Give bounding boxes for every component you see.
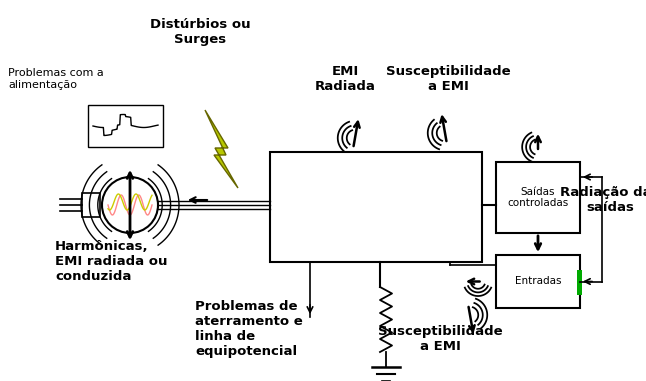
Bar [496, 255, 580, 308]
Text: Susceptibilidade
a EMI: Susceptibilidade a EMI [378, 325, 503, 353]
Bar [82, 193, 100, 217]
Text: EMI
Radiada: EMI Radiada [315, 65, 375, 93]
Text: Distúrbios ou
Surges: Distúrbios ou Surges [150, 18, 250, 46]
Bar [270, 152, 482, 262]
Text: Saídas
controladas: Saídas controladas [507, 187, 568, 208]
Text: Radiação das
saídas: Radiação das saídas [560, 186, 646, 214]
Text: Harmônicas,
EMI radiada ou
conduzida: Harmônicas, EMI radiada ou conduzida [55, 240, 167, 283]
Text: Susceptibilidade
a EMI: Susceptibilidade a EMI [386, 65, 510, 93]
Bar [496, 162, 580, 233]
Text: Problemas de
aterramento e
linha de
equipotencial: Problemas de aterramento e linha de equi… [195, 300, 303, 358]
Bar [88, 105, 163, 147]
Text: Entradas: Entradas [515, 277, 561, 287]
Bar [577, 270, 582, 295]
Polygon shape [205, 110, 238, 188]
Text: Problemas com a
alimentação: Problemas com a alimentação [8, 68, 104, 90]
